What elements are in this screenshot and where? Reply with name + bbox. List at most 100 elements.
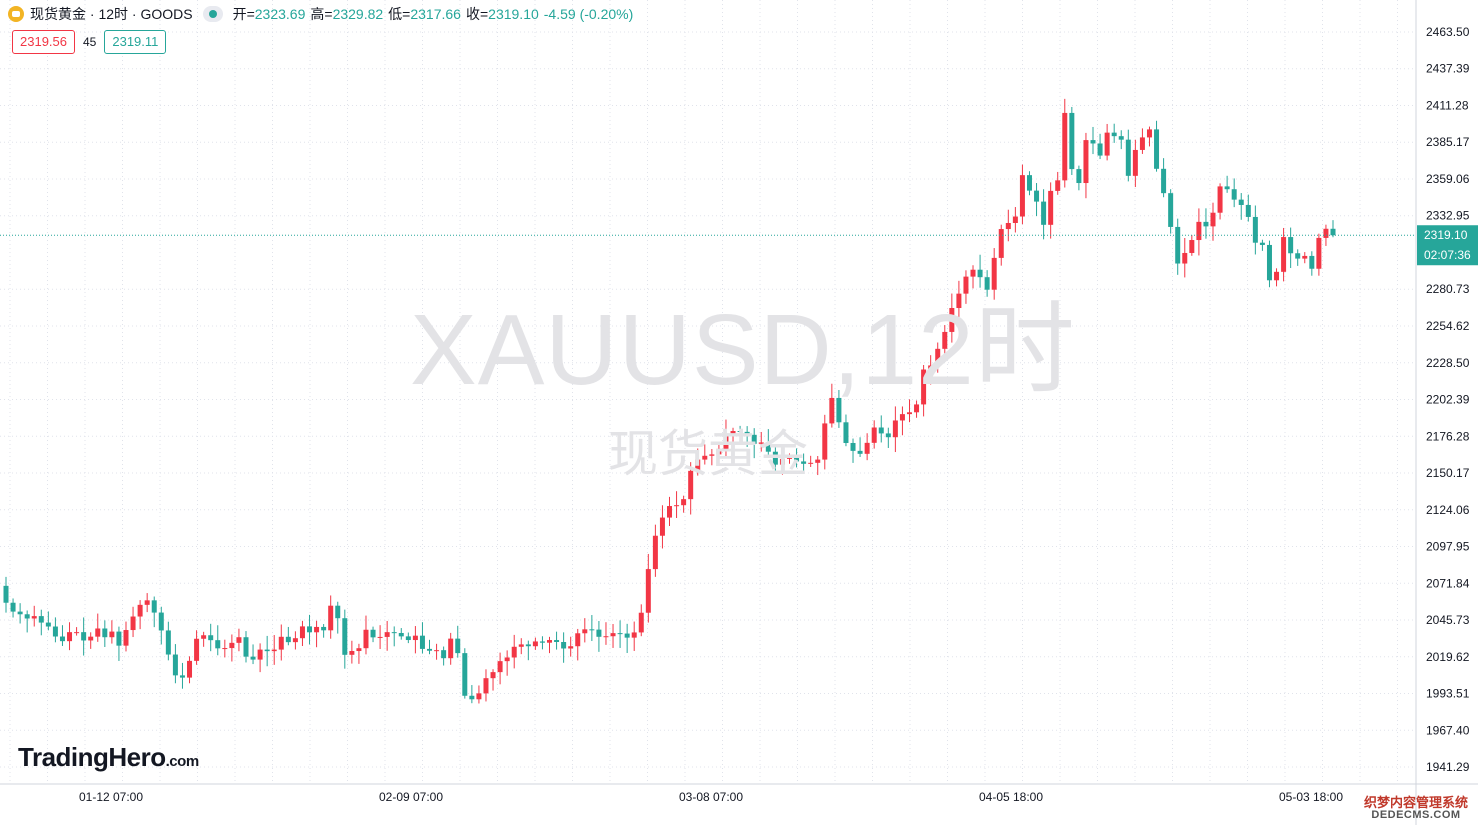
candle-body <box>123 630 129 646</box>
y-tick-label: 1993.51 <box>1426 687 1470 701</box>
candle-body <box>102 628 108 638</box>
candle-body <box>1182 252 1188 264</box>
candle-body <box>1189 240 1195 253</box>
candle-body <box>377 636 383 638</box>
candle-body <box>871 427 877 443</box>
candle-body <box>751 434 757 444</box>
candle-body <box>1055 180 1061 191</box>
y-tick-label: 2228.50 <box>1426 356 1470 370</box>
candle-body <box>1034 190 1040 202</box>
candle-body <box>1330 228 1336 236</box>
candle-body <box>278 636 284 650</box>
candle-body <box>384 632 390 637</box>
open-label: 开= <box>232 6 255 22</box>
candle-body <box>476 693 482 700</box>
candle-body <box>970 269 976 277</box>
candle-body <box>998 229 1004 258</box>
candle-body <box>892 420 898 438</box>
candle-body <box>1210 212 1216 227</box>
candle-body <box>532 641 538 647</box>
candle-body <box>723 434 729 449</box>
candle-body <box>631 632 637 638</box>
candle-body <box>1281 237 1287 272</box>
candle-body <box>299 626 305 639</box>
candle-body <box>264 649 270 652</box>
candle-body <box>730 431 736 435</box>
candle-body <box>1288 237 1294 254</box>
candle-body <box>991 257 997 290</box>
candle-body <box>547 640 553 643</box>
y-tick-label: 2045.73 <box>1426 613 1470 627</box>
candle-body <box>1132 149 1138 176</box>
candle-body <box>194 638 200 661</box>
candle-body <box>448 638 454 659</box>
candle-body <box>765 442 771 452</box>
candle-body <box>335 605 341 619</box>
candle-body <box>349 651 355 655</box>
site-watermark-line2: DEDECMS.COM <box>1371 809 1461 821</box>
candle-body <box>652 535 658 570</box>
candle-body <box>525 644 531 647</box>
candle-body <box>1090 140 1096 144</box>
y-tick-label: 2019.62 <box>1426 650 1470 664</box>
candle-body <box>928 365 934 370</box>
candle-body <box>1048 190 1054 225</box>
candle-body <box>1168 193 1174 227</box>
x-tick-label: 05-03 18:00 <box>1279 790 1343 804</box>
x-tick-label: 01-12 07:00 <box>79 790 143 804</box>
candle-body <box>899 414 905 421</box>
candle-body <box>935 348 941 366</box>
candle-body <box>518 644 524 647</box>
candle-body <box>1217 186 1223 213</box>
candle-body <box>109 631 115 638</box>
name-watermark: 现货黄金 <box>608 426 808 482</box>
buy-button[interactable]: 2319.11 <box>104 30 167 54</box>
y-tick-label: 2097.95 <box>1426 540 1470 554</box>
candle-body <box>1295 253 1301 259</box>
y-tick-label: 2385.17 <box>1426 135 1470 149</box>
y-tick-label: 2359.06 <box>1426 172 1470 186</box>
symbol-title[interactable]: 现货黄金 · 12时 · GOODS <box>30 6 193 22</box>
last-price-badge <box>1417 225 1478 266</box>
visibility-toggle-icon[interactable] <box>202 6 223 22</box>
y-tick-label: 2254.62 <box>1426 319 1470 333</box>
candle-body <box>921 369 927 405</box>
candle-body <box>321 626 327 631</box>
candle-body <box>688 470 694 500</box>
candle-body <box>271 649 277 652</box>
candle-body <box>151 600 157 613</box>
candle-body <box>1175 226 1181 264</box>
high-label: 高= <box>310 6 333 22</box>
candle-body <box>24 614 30 619</box>
candle-body <box>67 632 73 642</box>
candle-body <box>977 269 983 278</box>
candle-body <box>434 650 440 652</box>
candle-body <box>462 653 468 696</box>
candle-body <box>850 442 856 451</box>
candle-body <box>179 675 185 678</box>
candle-body <box>1104 132 1110 156</box>
symbol-watermark: XAUUSD,12时 <box>410 294 1076 406</box>
candle-body <box>801 461 807 464</box>
candle-body <box>885 433 891 438</box>
logo-suffix: .com <box>165 753 200 770</box>
candle-body <box>250 656 256 660</box>
candle-body <box>1316 237 1322 269</box>
candle-body <box>314 626 320 633</box>
candle-body <box>1259 242 1265 245</box>
candle-body <box>391 632 397 634</box>
candle-body <box>208 635 214 641</box>
candle-body <box>511 646 517 658</box>
candle-body <box>1111 132 1117 137</box>
sell-button[interactable]: 2319.56 <box>12 30 75 54</box>
high-value: 2329.82 <box>332 6 384 22</box>
candle-body <box>419 635 425 649</box>
candle-body <box>363 629 369 649</box>
candle-body <box>215 640 221 649</box>
y-tick-label: 2124.06 <box>1426 503 1470 517</box>
candle-body <box>808 462 814 464</box>
candle-body <box>356 648 362 652</box>
candle-body <box>1005 222 1011 230</box>
